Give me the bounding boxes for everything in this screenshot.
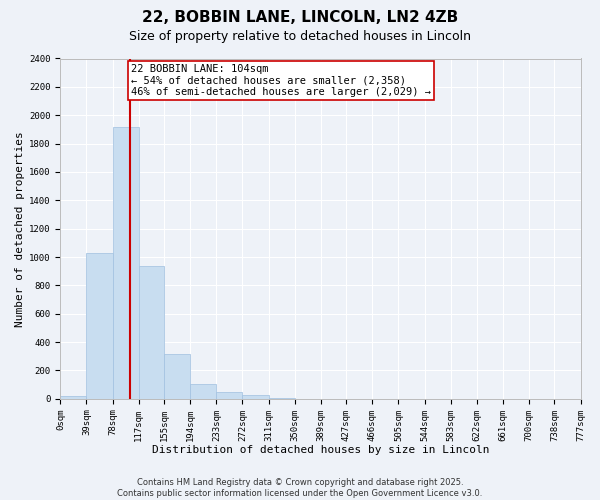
Bar: [217, 392, 242, 399]
Text: 22, BOBBIN LANE, LINCOLN, LN2 4ZB: 22, BOBBIN LANE, LINCOLN, LN2 4ZB: [142, 10, 458, 25]
Bar: [242, 396, 269, 399]
Bar: [190, 384, 217, 399]
Text: Size of property relative to detached houses in Lincoln: Size of property relative to detached ho…: [129, 30, 471, 43]
Bar: [113, 126, 139, 399]
Y-axis label: Number of detached properties: Number of detached properties: [15, 131, 25, 326]
Text: Contains HM Land Registry data © Crown copyright and database right 2025.
Contai: Contains HM Land Registry data © Crown c…: [118, 478, 482, 498]
X-axis label: Distribution of detached houses by size in Lincoln: Distribution of detached houses by size …: [152, 445, 489, 455]
Bar: [86, 253, 113, 399]
Bar: [164, 354, 190, 399]
Bar: [61, 396, 86, 399]
Text: 22 BOBBIN LANE: 104sqm
← 54% of detached houses are smaller (2,358)
46% of semi-: 22 BOBBIN LANE: 104sqm ← 54% of detached…: [131, 64, 431, 98]
Bar: [269, 398, 295, 399]
Bar: [139, 266, 164, 399]
